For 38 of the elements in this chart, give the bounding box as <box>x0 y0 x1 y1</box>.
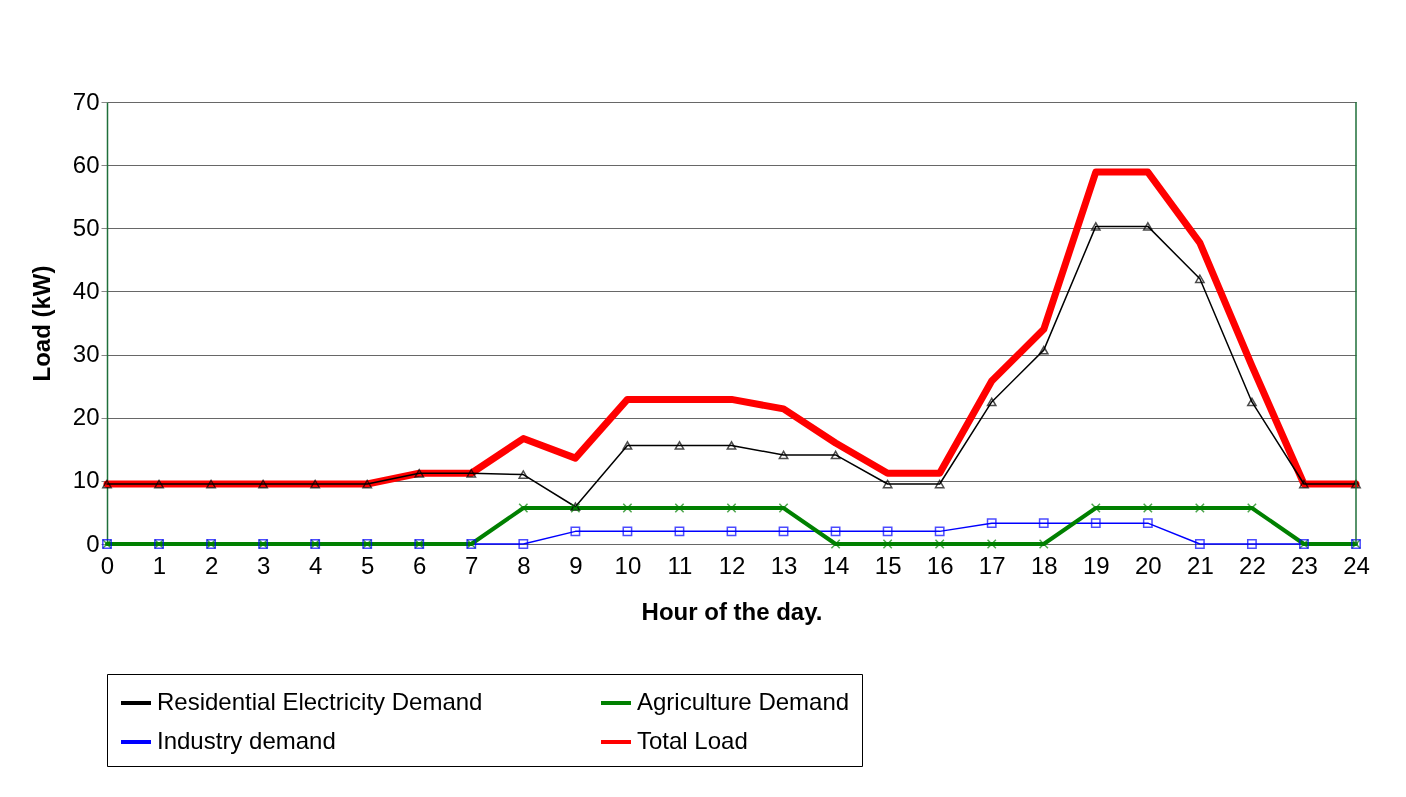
x-tick-label: 6 <box>413 551 427 579</box>
x-tick-label: 17 <box>978 551 1006 579</box>
x-axis-title: Hour of the day. <box>641 597 823 625</box>
y-tick-label: 20 <box>72 403 100 431</box>
x-tick-label: 22 <box>1239 551 1266 579</box>
y-tick-label: 60 <box>72 150 100 178</box>
x-tick-label: 1 <box>152 551 167 579</box>
legend-label: Residential Electricity Demand <box>157 688 483 715</box>
legend-label: Total Load <box>637 727 748 754</box>
x-tick-label: 10 <box>614 551 642 579</box>
y-tick-label: 50 <box>72 213 100 241</box>
x-tick-label: 21 <box>1187 551 1214 579</box>
legend-label: Agriculture Demand <box>637 688 850 715</box>
x-tick-label: 5 <box>361 551 375 579</box>
x-tick-label: 15 <box>874 551 902 579</box>
x-tick-label: 24 <box>1343 551 1370 579</box>
x-tick-label: 11 <box>667 551 693 579</box>
y-tick-label: 30 <box>72 340 100 368</box>
y-axis-title: Load (kW) <box>27 265 55 382</box>
y-tick-label: 40 <box>72 276 100 304</box>
x-tick-label: 2 <box>204 551 219 579</box>
x-tick-label: 7 <box>465 551 479 579</box>
x-tick-label: 4 <box>308 551 323 579</box>
x-tick-label: 14 <box>822 551 850 579</box>
y-tick-label: 10 <box>72 466 100 494</box>
x-tick-label: 8 <box>517 551 531 579</box>
x-tick-label: 3 <box>256 551 271 579</box>
x-tick-label: 9 <box>569 551 583 579</box>
legend-label: Industry demand <box>157 727 336 754</box>
y-tick-label: 0 <box>86 529 100 557</box>
x-tick-label: 23 <box>1291 551 1318 579</box>
x-tick-label: 13 <box>770 551 798 579</box>
x-tick-label: 16 <box>926 551 954 579</box>
x-tick-label: 19 <box>1082 551 1110 579</box>
y-tick-label: 70 <box>72 87 100 115</box>
x-tick-label: 18 <box>1030 551 1058 579</box>
x-tick-label: 12 <box>718 551 746 579</box>
x-tick-label: 20 <box>1134 551 1162 579</box>
